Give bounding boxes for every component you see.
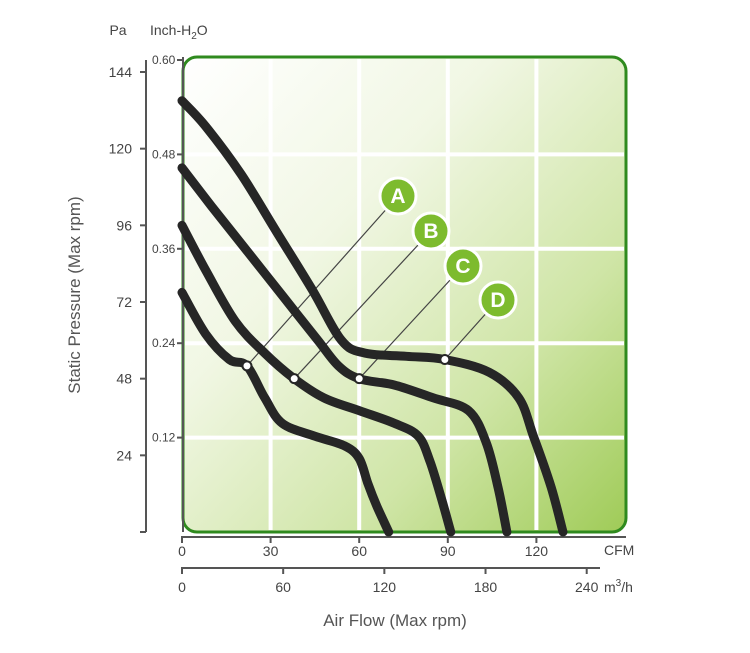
- x-tick-m3h-label: 240: [575, 579, 599, 595]
- y-tick-inch-label: 0.24: [152, 336, 176, 350]
- badge-circle: [443, 246, 483, 286]
- curve-d: [177, 96, 568, 537]
- x-tick-m3h-label: 180: [474, 579, 498, 595]
- unit-cfm: CFM: [604, 542, 634, 558]
- badge-label: B: [423, 220, 438, 243]
- x-tick-cfm-label: 0: [178, 543, 186, 559]
- unit-pa: Pa: [109, 22, 126, 38]
- x-ticks-cfm: 0 30 60 90 120: [178, 537, 548, 559]
- y-tick-pa-label: 24: [116, 447, 132, 463]
- badge-label: D: [490, 289, 505, 312]
- badge-a: A: [378, 176, 418, 216]
- y-tick-pa-label: 120: [109, 141, 133, 157]
- y-tick-inch-label: 0.36: [152, 242, 176, 256]
- x-tick-m3h-label: 0: [178, 579, 186, 595]
- curve-a: [177, 287, 394, 537]
- y-axis-title: Static Pressure (Max rpm): [65, 196, 84, 393]
- x-tick-m3h-label: 60: [275, 579, 291, 595]
- operating-point-a: [241, 360, 253, 372]
- operating-point-b: [288, 373, 300, 385]
- badge-c: C: [443, 246, 483, 286]
- badge-circle: [411, 211, 451, 251]
- x-ticks-m3h: 0 60 120 180 240: [178, 568, 599, 595]
- fan-curves: [177, 96, 568, 537]
- x-tick-cfm-label: 90: [440, 543, 456, 559]
- y-tick-pa-label: 144: [109, 64, 133, 80]
- leader-line-a: [246, 195, 399, 367]
- operating-point-d: [439, 354, 451, 365]
- badge-circle: [478, 280, 518, 320]
- y-ticks-pa: 24 48 72 96 120 144: [109, 64, 146, 533]
- leader-line-c: [358, 265, 464, 380]
- badge-d: D: [478, 280, 518, 320]
- unit-inch-h2o: Inch-H2O: [150, 22, 208, 42]
- y-tick-pa-label: 72: [116, 294, 132, 310]
- y-tick-pa-label: 96: [116, 217, 132, 233]
- x-tick-m3h-label: 120: [373, 579, 397, 595]
- badge-b: B: [411, 211, 451, 251]
- operating-point-c: [353, 373, 365, 385]
- x-axis-title: Air Flow (Max rpm): [323, 611, 467, 630]
- y-ticks-inch: 0.12 0.24 0.36 0.48 0.60: [152, 53, 183, 445]
- plot-area: [181, 55, 628, 534]
- y-tick-inch-label: 0.12: [152, 431, 176, 445]
- curve-b: [177, 220, 456, 537]
- badge-circle: [378, 176, 418, 216]
- x-tick-cfm-label: 30: [263, 543, 279, 559]
- x-tick-cfm-label: 60: [351, 543, 367, 559]
- badge-label: A: [390, 185, 405, 208]
- unit-m3h: m3/h: [604, 578, 633, 595]
- leader-line-b: [293, 230, 432, 380]
- x-tick-cfm-label: 120: [525, 543, 549, 559]
- y-tick-pa-label: 48: [116, 371, 132, 387]
- y-tick-inch-label: 0.48: [152, 147, 176, 161]
- operating-points: [241, 354, 451, 385]
- badge-label: C: [455, 255, 470, 278]
- y-tick-inch-label: 0.60: [152, 53, 176, 67]
